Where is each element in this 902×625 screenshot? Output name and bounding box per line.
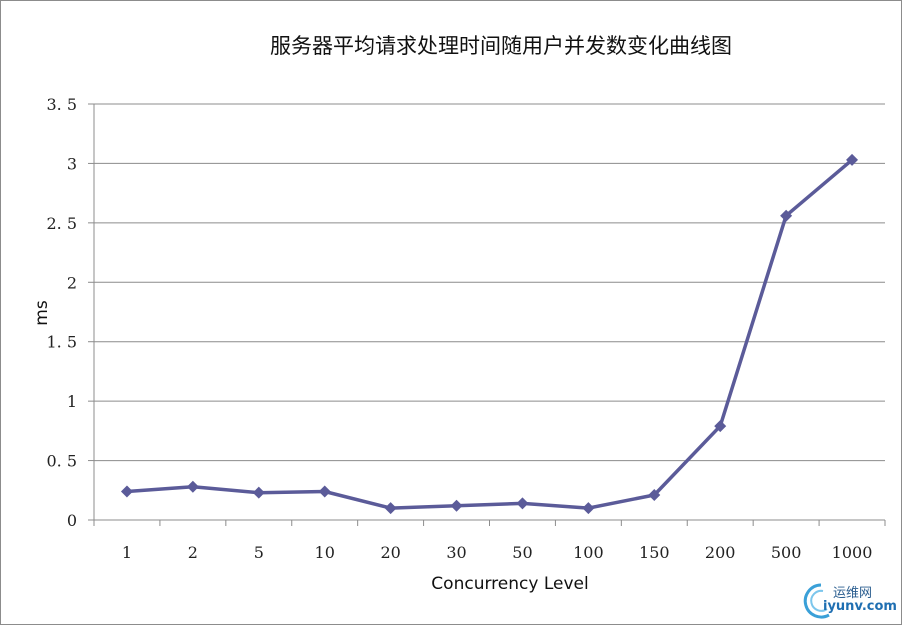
x-tick-label: 200 [705,543,736,562]
data-point-marker [120,485,133,498]
data-point-marker [252,486,265,499]
y-tick-label: 3. 5 [46,95,77,114]
axes [88,103,886,526]
data-point-marker [714,420,727,433]
x-tick-label: 5 [254,543,264,562]
series-line [120,153,859,515]
data-point-marker [582,502,595,515]
x-tick-label: 1000 [832,543,873,562]
x-tick-label: 10 [315,543,335,562]
x-tick-label: 50 [512,543,532,562]
x-tick-label: 20 [380,543,400,562]
y-tick-label: 0 [67,511,77,530]
x-tick-label: 30 [446,543,466,562]
gridlines [94,103,885,462]
y-tick-label: 2 [67,273,77,292]
data-point-marker [186,480,199,493]
y-tick-label: 1. 5 [46,333,77,352]
data-point-marker [516,497,529,510]
data-point-marker [450,499,463,512]
watermark-logo-icon [803,583,830,619]
y-tick-label: 1 [67,392,77,411]
x-tick-label: 2 [188,543,198,562]
y-axis-title: ms [32,300,52,326]
data-point-marker [384,502,397,515]
chart-title: 服务器平均请求处理时间随用户并发数变化曲线图 [270,34,732,58]
watermark-cn-text: 运维网 [833,586,873,601]
data-point-marker [648,489,661,502]
data-point-marker [318,485,331,498]
y-tick-label: 3 [67,154,77,173]
series-line-path [126,158,854,510]
x-axis-title: Concurrency Level [431,574,588,594]
y-tick-label: 2. 5 [46,214,77,233]
x-tick-label: 1 [122,543,132,562]
data-point-marker [780,209,793,222]
data-point-marker [846,153,859,166]
x-tick-label: 100 [573,543,604,562]
tick-labels: 0 0. 5 1 1. 5 2 2. 5 3 3. 5 1 2 5 10 20 30 50 100 150 200… [46,95,872,562]
y-tick-label: 0. 5 [46,452,77,471]
x-tick-label: 150 [639,543,670,562]
watermark-en-text: iyunv.com [823,599,897,614]
x-tick-label: 500 [771,543,802,562]
